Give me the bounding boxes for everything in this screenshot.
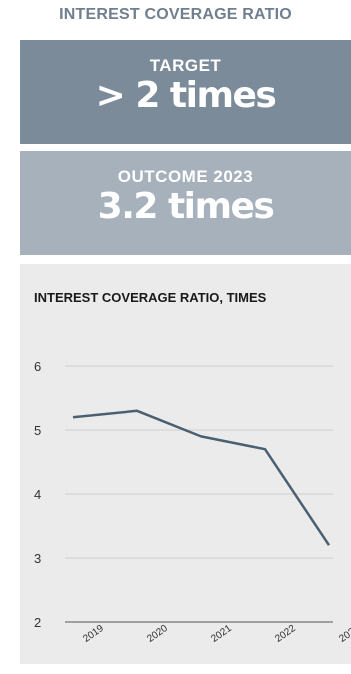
chart-panel: INTEREST COVERAGE RATIO, TIMES 2 3 4 5 6 2019… (20, 264, 351, 664)
outcome-value: 3.2 times (97, 186, 275, 227)
x-tick-label: 2021 (209, 623, 234, 645)
series-line (72, 409, 331, 546)
outcome-box: OUTCOME 2023 3.2 times (20, 151, 351, 255)
y-tick-label: 6 (34, 359, 41, 374)
y-tick-label: 5 (34, 423, 41, 438)
chart-title: INTEREST COVERAGE RATIO, TIMES (34, 290, 267, 305)
y-tick-label: 3 (34, 551, 41, 566)
line-chart: 2 3 4 5 6 2019 2020 2021 2022 2023 (34, 359, 351, 645)
y-tick-label: 2 (34, 615, 41, 630)
target-label: TARGET (149, 56, 222, 75)
page-title: INTEREST COVERAGE RATIO (59, 6, 292, 23)
x-tick-label: 2023 (337, 623, 351, 645)
outcome-label: OUTCOME 2023 (117, 167, 254, 186)
x-tick-label: 2020 (145, 623, 170, 645)
x-tick-label: 2022 (273, 623, 298, 645)
target-value: > 2 times (95, 75, 277, 116)
target-box: TARGET > 2 times (20, 40, 351, 144)
x-tick-label: 2019 (81, 623, 106, 645)
y-tick-label: 4 (34, 487, 41, 502)
